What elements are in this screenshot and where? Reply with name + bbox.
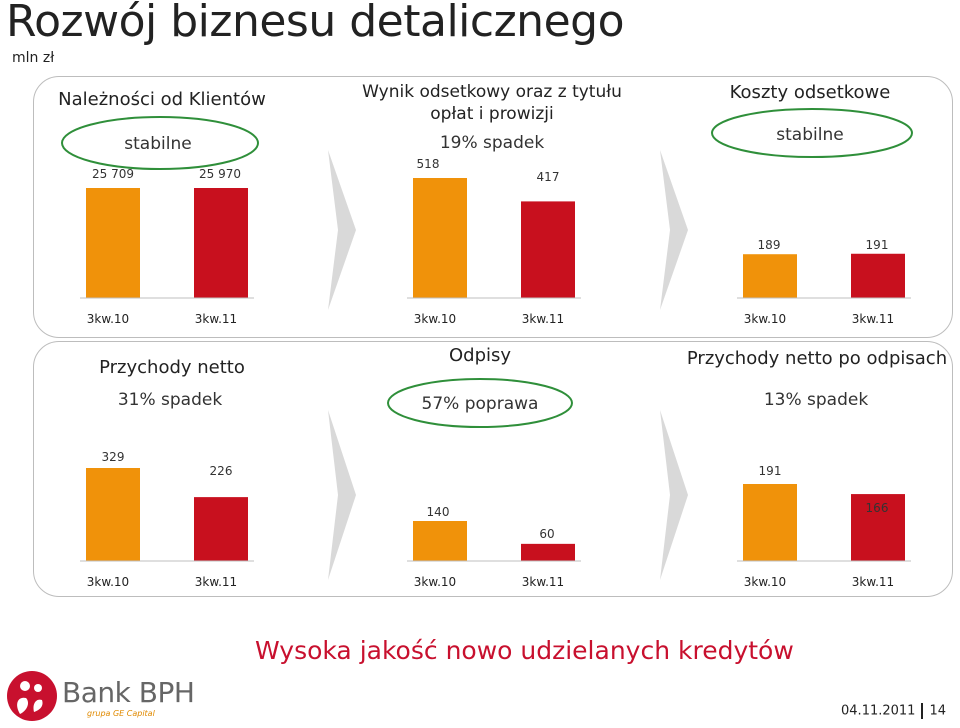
chart-title: Wynik odsetkowy oraz z tytułu	[362, 82, 622, 102]
top-panel	[33, 76, 953, 338]
chart-title: Odpisy	[449, 345, 511, 366]
highlight-ellipse	[61, 116, 259, 170]
arrow-icon	[328, 410, 356, 580]
data-label: 140	[427, 505, 450, 519]
chart-subtitle: 13% spadek	[764, 390, 869, 410]
page-title: Rozwój biznesu detalicznego	[6, 0, 625, 47]
category-label: 3kw.10	[414, 575, 456, 589]
date-page-footer: 04.11.2011 14	[841, 703, 946, 719]
bar	[194, 497, 248, 561]
bank-logo-icon	[7, 671, 57, 721]
chart-title: Przychody netto po odpisach	[687, 348, 947, 369]
bar	[86, 188, 140, 298]
data-label: 60	[539, 527, 554, 541]
category-label: 3kw.11	[522, 575, 564, 589]
chart-title: Przychody netto	[99, 357, 245, 378]
bar	[851, 494, 905, 561]
category-label: 3kw.10	[744, 312, 786, 326]
arrow-icon	[328, 150, 356, 310]
chart-subtitle: stabilne	[124, 134, 191, 154]
category-label: 3kw.11	[522, 312, 564, 326]
highlight-ellipse	[711, 108, 913, 158]
data-label: 166	[866, 501, 889, 515]
chart-title: Koszty odsetkowe	[730, 82, 891, 103]
bar	[851, 253, 905, 298]
chart-subtitle: stabilne	[776, 125, 843, 145]
data-label: 191	[866, 238, 889, 252]
arrow-icon	[660, 410, 688, 580]
bank-name: Bank BPH	[62, 676, 195, 709]
category-label: 3kw.10	[87, 575, 129, 589]
bar	[413, 521, 467, 561]
bank-subtitle: grupa GE Capital	[87, 709, 155, 718]
footer-headline: Wysoka jakość nowo udzielanych kredytów	[255, 636, 794, 665]
bar	[413, 178, 467, 298]
arrow-icon	[660, 150, 688, 310]
data-label: 189	[758, 238, 781, 252]
category-label: 3kw.10	[87, 312, 129, 326]
bottom-panel	[33, 341, 953, 597]
data-label: 25 970	[199, 167, 241, 181]
chart-subtitle: 19% spadek	[440, 133, 545, 153]
data-label: 226	[210, 464, 233, 478]
page-number: 14	[929, 703, 946, 719]
bar	[521, 543, 575, 561]
data-label: 518	[417, 157, 440, 171]
bar	[743, 254, 797, 298]
category-label: 3kw.11	[195, 312, 237, 326]
data-label: 25 709	[92, 167, 134, 181]
data-label: 191	[759, 464, 782, 478]
bar	[194, 188, 248, 298]
category-label: 3kw.11	[852, 312, 894, 326]
data-label: 329	[102, 450, 125, 464]
chart-subtitle: 57% poprawa	[422, 394, 539, 414]
bar	[743, 484, 797, 561]
unit-label: mln zł	[12, 50, 55, 66]
bar	[521, 201, 575, 298]
chart-subtitle: 31% spadek	[118, 390, 223, 410]
category-label: 3kw.11	[195, 575, 237, 589]
chart-title: Należności od Klientów	[58, 89, 266, 110]
data-label: 417	[537, 170, 560, 184]
category-label: 3kw.10	[744, 575, 786, 589]
highlight-ellipse	[387, 378, 573, 428]
category-label: 3kw.10	[414, 312, 456, 326]
category-label: 3kw.11	[852, 575, 894, 589]
bar	[86, 468, 140, 561]
slide-date: 04.11.2011	[841, 703, 916, 719]
chart-title: opłat i prowizji	[430, 104, 553, 124]
